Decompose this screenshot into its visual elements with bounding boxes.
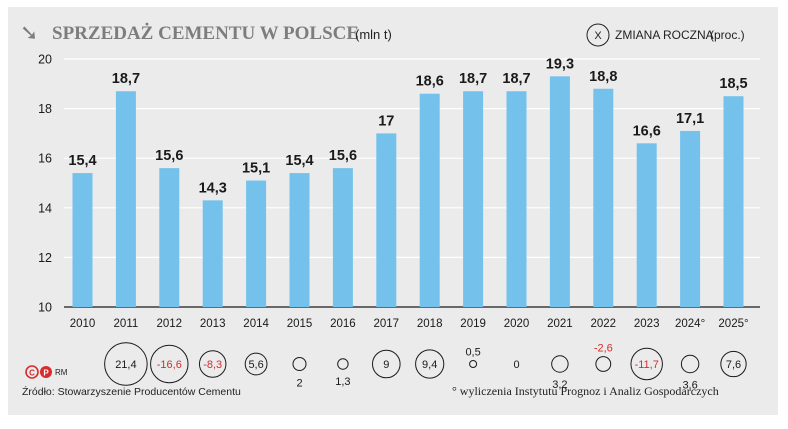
bar-value-label: 18,6 [416,74,444,90]
bar-value-label: 18,5 [719,76,747,92]
change-circle [415,349,445,379]
change-circle [372,349,401,379]
bar [332,168,353,307]
y-tick-label: 16 [38,152,52,166]
bar [549,76,570,307]
x-tick-label: 2025° [718,318,748,330]
change-circle [104,342,148,386]
x-tick-label: 2023 [634,318,660,330]
change-label: 1,3 [335,376,350,388]
change-circle [551,355,569,373]
y-tick-label: 20 [38,53,52,67]
source-note: Źródło: Stowarzyszenie Producentów Cemen… [22,385,241,398]
bar [506,91,527,308]
change-circle [337,358,349,370]
legend-circle [586,23,610,47]
change-circle [720,350,747,378]
bar-value-label: 18,7 [112,71,140,87]
x-tick-label: 2020 [504,318,530,330]
bar [159,168,180,307]
bar-value-label: 19,3 [546,56,574,72]
bar [72,173,93,307]
bar-value-label: 17,1 [676,111,704,127]
x-tick-label: 2022 [591,318,617,330]
y-tick-label: 14 [38,201,52,215]
forecast-note: ° wyliczenia Instytutu Prognoz i Analiz … [452,384,719,398]
y-tick-label: 10 [38,301,52,315]
change-label: -8,3 [203,359,222,371]
bar [636,143,657,307]
x-tick-label: 2021 [547,318,573,330]
chart-unit: (mln t) [355,27,392,42]
x-tick-label: 2013 [200,318,226,330]
change-label: 3,2 [552,379,567,391]
chart: ➘ SPRZEDAŻ CEMENTU W POLSCE (mln t) X ZM… [20,21,760,398]
legend-symbol: X [594,30,602,42]
x-tick-label: 2014 [243,318,269,330]
x-tick-label: 2010 [70,318,96,330]
bar [463,91,484,308]
chart-title: SPRZEDAŻ CEMENTU W POLSCE [52,23,359,44]
bar-value-label: 16,6 [633,123,661,139]
bar-value-label: 17 [378,113,394,129]
change-circle [680,354,700,374]
x-tick-label: 2012 [157,318,183,330]
legend-label: ZMIANA ROCZNA [615,28,714,42]
change-label: 3,6 [682,380,697,392]
change-circle [150,344,189,384]
logo-text: RM [55,368,68,377]
legend-unit: (proc.) [710,28,745,42]
publisher-logo: C P RM [25,365,68,379]
change-circle [630,347,663,381]
change-label: -2,6 [594,343,613,355]
change-circle [595,356,612,372]
change-label: 21,4 [115,359,136,371]
chart-card: ➘ SPRZEDAŻ CEMENTU W POLSCE (mln t) X ZM… [8,7,778,415]
bar-value-label: 18,7 [459,71,487,87]
y-tick-label: 12 [38,251,52,265]
bar-value-label: 15,6 [329,148,357,164]
x-tick-label: 2016 [330,318,356,330]
down-arrow-icon: ➘ [20,21,38,46]
bar [419,93,440,307]
bar-value-label: 18,8 [589,69,617,85]
bar-value-label: 18,7 [502,71,530,87]
x-tick-label: 2015 [287,318,313,330]
bar [115,91,136,308]
bar [376,133,397,307]
change-label: 9 [383,359,389,371]
x-tick-label: 2017 [374,318,400,330]
y-tick-label: 18 [38,102,52,116]
change-circle [292,356,307,372]
change-label: 0,5 [465,347,480,359]
change-label: -11,7 [635,359,659,371]
change-circle [198,350,227,378]
change-label: 5,6 [248,359,263,371]
change-label: -16,6 [157,359,182,371]
bar-value-label: 15,4 [68,153,96,169]
bar-value-label: 15,4 [285,153,313,169]
bar [202,200,223,307]
bar-value-label: 15,1 [242,161,270,177]
svg-text:C: C [29,369,35,378]
bar [593,88,614,307]
bar [680,130,701,307]
x-tick-label: 2019 [460,318,486,330]
svg-text:P: P [43,369,49,378]
bar [246,180,267,307]
change-circle [469,360,478,368]
bar [289,173,310,307]
x-tick-label: 2024° [675,318,705,330]
change-label: 7,6 [726,359,741,371]
change-label: 0 [513,359,519,371]
x-tick-label: 2018 [417,318,443,330]
x-tick-label: 2011 [114,318,139,330]
bar-value-label: 15,6 [155,148,183,164]
change-circle [244,352,268,376]
bar [723,96,744,307]
change-label: 9,4 [422,359,437,371]
change-label: 2 [296,378,302,390]
bar-value-label: 14,3 [199,180,227,196]
